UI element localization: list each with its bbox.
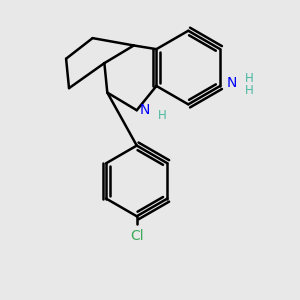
Text: H: H xyxy=(158,109,167,122)
Text: N: N xyxy=(140,103,150,117)
Text: Cl: Cl xyxy=(130,230,144,244)
Text: N: N xyxy=(226,76,237,90)
Text: H: H xyxy=(245,72,254,85)
Text: H: H xyxy=(245,84,254,97)
